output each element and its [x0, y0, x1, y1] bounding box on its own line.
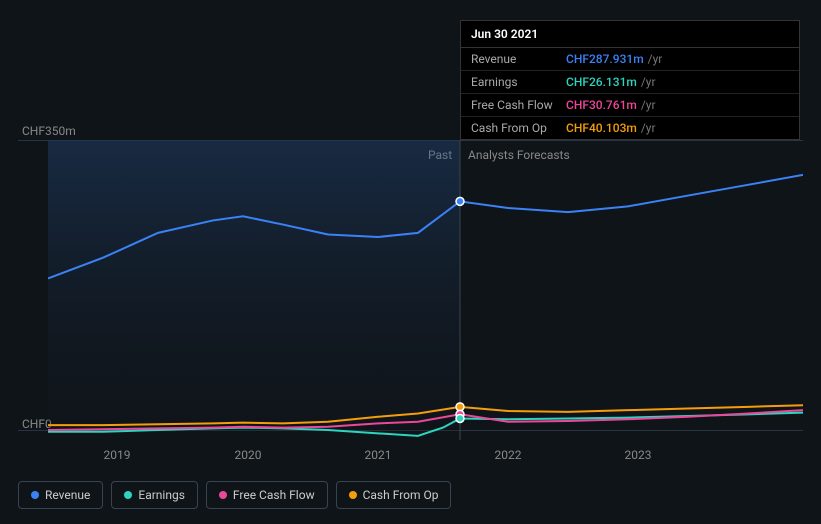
- tooltip-row-label: Revenue: [471, 52, 566, 66]
- legend-item-earnings[interactable]: Earnings: [111, 481, 198, 509]
- marker-earnings: [456, 414, 464, 422]
- tooltip-row-value: CHF26.131m: [566, 75, 637, 89]
- x-tick-label: 2020: [235, 448, 262, 462]
- legend-dot-icon: [349, 491, 357, 499]
- tooltip-row-value: CHF287.931m: [566, 52, 644, 66]
- legend-item-free-cash-flow[interactable]: Free Cash Flow: [206, 481, 328, 509]
- financials-chart: CHF350m CHF0 Past Analysts Forecasts 201…: [0, 0, 821, 524]
- marker-revenue: [456, 197, 464, 205]
- x-tick-label: 2021: [365, 448, 392, 462]
- tooltip-row-value: CHF40.103m: [566, 121, 637, 135]
- tooltip-row-unit: /yr: [641, 98, 656, 112]
- legend-label: Free Cash Flow: [233, 488, 315, 502]
- legend-label: Revenue: [45, 488, 90, 502]
- legend: Revenue Earnings Free Cash Flow Cash From O…: [18, 481, 451, 509]
- x-tick-label: 2022: [495, 448, 522, 462]
- legend-dot-icon: [124, 491, 132, 499]
- tooltip-row: Free Cash FlowCHF30.761m/yr: [461, 94, 799, 117]
- legend-label: Earnings: [138, 488, 185, 502]
- tooltip-row-label: Cash From Op: [471, 121, 566, 135]
- legend-dot-icon: [219, 491, 227, 499]
- legend-item-cash-from-op[interactable]: Cash From Op: [336, 481, 452, 509]
- tooltip-row: Cash From OpCHF40.103m/yr: [461, 117, 799, 139]
- x-tick-label: 2023: [625, 448, 652, 462]
- x-tick-label: 2019: [104, 448, 131, 462]
- y-axis-max-label: CHF350m: [22, 124, 76, 138]
- legend-dot-icon: [31, 491, 39, 499]
- past-region-bg: [48, 140, 460, 440]
- tooltip-row-label: Earnings: [471, 75, 566, 89]
- tooltip-row: RevenueCHF287.931m/yr: [461, 48, 799, 71]
- plot-area[interactable]: [48, 140, 803, 440]
- tooltip-row-label: Free Cash Flow: [471, 98, 566, 112]
- tooltip-row-value: CHF30.761m: [566, 98, 637, 112]
- tooltip-row-unit: /yr: [648, 52, 663, 66]
- tooltip-row: EarningsCHF26.131m/yr: [461, 71, 799, 94]
- legend-label: Cash From Op: [363, 488, 439, 502]
- tooltip-row-unit: /yr: [641, 75, 656, 89]
- tooltip-row-unit: /yr: [641, 121, 656, 135]
- chart-tooltip: Jun 30 2021 RevenueCHF287.931m/yrEarning…: [460, 20, 800, 140]
- tooltip-date: Jun 30 2021: [461, 21, 799, 48]
- legend-item-revenue[interactable]: Revenue: [18, 481, 103, 509]
